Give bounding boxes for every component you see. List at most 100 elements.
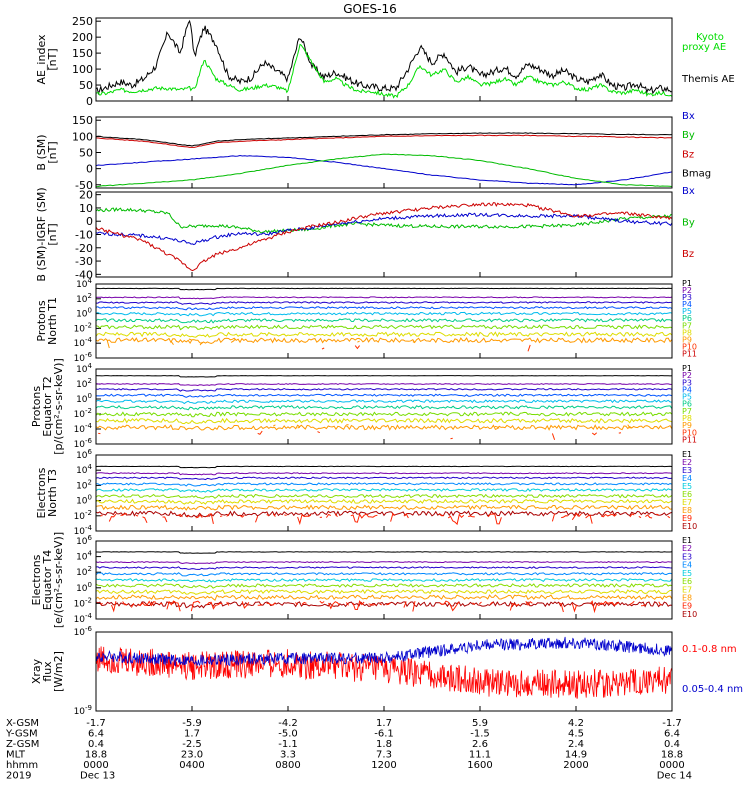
x-row-value: 6.4: [664, 729, 680, 740]
legend-label: E2: [682, 544, 692, 553]
x-row-value: 18.8: [85, 750, 107, 761]
legend-label: P6: [682, 400, 692, 409]
legend-label: By: [682, 217, 695, 228]
y-tick-label: 100: [76, 494, 92, 507]
series-line: [96, 324, 672, 331]
legend-label: E6: [682, 490, 692, 499]
series-line: [96, 331, 672, 338]
y-tick-label: 100: [72, 130, 93, 143]
y-tick-label: 50: [79, 79, 93, 92]
y-tick-label: 102: [76, 377, 92, 390]
legend-label: P5: [682, 307, 692, 316]
panel-frame: [95, 116, 673, 189]
x-row-value: 5.9: [472, 718, 488, 729]
series-line: [96, 301, 672, 305]
legend-label: P4: [682, 300, 692, 309]
x-row-value: 23.0: [181, 750, 203, 761]
series-line: [96, 465, 672, 469]
series-line: [96, 306, 672, 311]
x-row-value: 0000: [659, 760, 684, 771]
y-axis-label: [W/m2]: [52, 651, 65, 692]
legend-label: P7: [682, 407, 692, 416]
x-row-value: 6.4: [88, 729, 104, 740]
legend-label: Bx: [682, 111, 695, 122]
y-axis-label: Protons: [35, 300, 48, 341]
legend-label: E3: [682, 466, 692, 475]
legend-label: By: [682, 130, 695, 141]
series-line: [96, 578, 672, 583]
x-row-value: 1200: [371, 760, 396, 771]
series-group: [96, 551, 672, 612]
series-group: [96, 636, 672, 699]
series-line: [96, 202, 672, 272]
y-axis-label: [p/(cm²-s-sr-keV)]: [52, 358, 65, 455]
legend-label: P5: [682, 393, 692, 402]
series-line: [96, 287, 672, 291]
x-row-value: 0.4: [664, 739, 680, 750]
legend-label: P3: [682, 293, 692, 302]
series-line: [96, 646, 672, 699]
y-tick-label: 102: [76, 565, 92, 578]
panel-frame: [95, 454, 673, 532]
legend-label: P7: [682, 321, 692, 330]
legend-label: E9: [682, 602, 692, 611]
x-row-value: 1.7: [376, 718, 392, 729]
x-row-label: 2019: [6, 771, 31, 782]
series-line: [96, 134, 672, 148]
series-line: [96, 476, 672, 481]
x-row-value: -4.2: [278, 718, 298, 729]
y-axis-label: Electrons: [30, 554, 43, 605]
panel-frame: [95, 540, 673, 620]
series-group: [96, 132, 672, 188]
series-group: [96, 19, 672, 99]
legend-label: E1: [682, 450, 692, 459]
series-line: [96, 594, 672, 602]
y-tick-label: 150: [72, 114, 93, 127]
panel-frame: [95, 17, 673, 102]
legend-label: P11: [682, 435, 697, 444]
series-line: [96, 498, 672, 505]
legend-label: Themis AE: [681, 74, 735, 85]
x-row-value: 18.8: [661, 750, 683, 761]
x-row-label: Z-GSM: [6, 739, 39, 750]
panel-frame: [95, 283, 673, 359]
y-tick-label: 150: [72, 47, 93, 60]
x-row-label: Y-GSM: [5, 729, 38, 740]
y-tick-label: 10-4: [74, 422, 93, 435]
legend-label: E9: [682, 514, 692, 523]
x-row-value: -1.1: [278, 739, 298, 750]
series-line: [96, 589, 672, 595]
y-tick-label: 104: [76, 463, 92, 476]
y-axis-label: Xray: [30, 658, 43, 684]
series-line: [96, 566, 672, 570]
x-row-value: -1.7: [662, 718, 682, 729]
x-row-value: Dec 13: [80, 771, 115, 782]
y-axis-label: B (SM)-IGRF (SM): [35, 187, 48, 281]
legend-label: proxy AE: [682, 42, 726, 53]
series-line: [96, 488, 672, 493]
x-row-value: 11.1: [469, 750, 491, 761]
series-line: [96, 493, 672, 499]
y-tick-label: 100: [72, 63, 93, 76]
x-row-value: 0800: [275, 760, 300, 771]
series-line: [96, 636, 672, 667]
series-line: [96, 296, 672, 300]
series-line: [96, 417, 672, 425]
series-line: [96, 393, 672, 398]
legend-label: P2: [682, 286, 692, 295]
y-tick-label: -30: [75, 255, 93, 268]
y-axis-label: Equator T4: [41, 550, 54, 610]
y-tick-label: 50: [79, 147, 93, 160]
y-tick-label: 10-2: [74, 509, 92, 522]
series-line: [96, 383, 672, 387]
y-tick-label: 0: [86, 163, 93, 176]
legend-label: E10: [682, 610, 697, 619]
x-row-value: 4.2: [568, 718, 584, 729]
series-line: [96, 482, 672, 487]
series-line: [96, 561, 672, 565]
x-row-label: X-GSM: [6, 718, 39, 729]
legend-label: P8: [682, 328, 692, 337]
